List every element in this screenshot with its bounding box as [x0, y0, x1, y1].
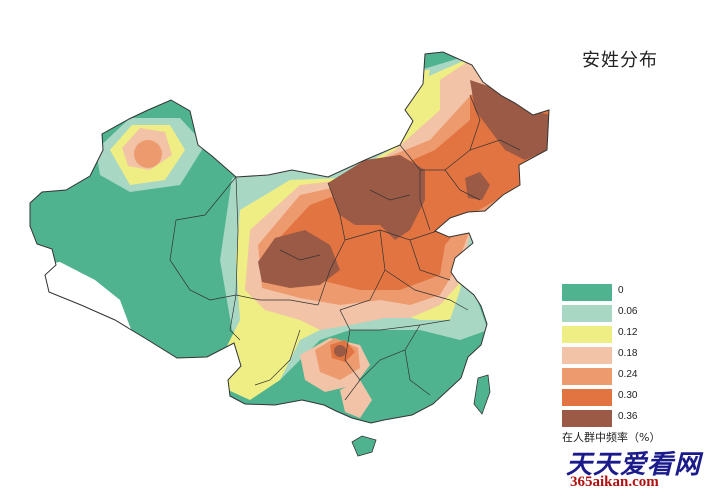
legend-swatch — [562, 326, 612, 343]
legend-swatch — [562, 410, 612, 427]
legend-label: 0.24 — [618, 369, 638, 380]
legend-label: 0.06 — [618, 306, 638, 317]
legend-swatch — [562, 284, 612, 301]
zone-036-liaoning — [465, 172, 490, 200]
legend-label: 0.12 — [618, 327, 638, 338]
zone-036-north — [328, 155, 425, 240]
legend-swatch — [562, 305, 612, 322]
legend-swatch — [562, 368, 612, 385]
zone-036-south — [334, 345, 346, 357]
legend-swatch — [562, 347, 612, 364]
zone-018-coast — [340, 380, 372, 418]
legend-caption: 在人群中频率（%） — [562, 431, 661, 444]
legend-swatch — [562, 389, 612, 406]
island-hainan — [351, 435, 377, 457]
watermark-logo-text: 天天爱看网 — [566, 450, 702, 480]
zone-north-xinjiang-024 — [134, 140, 162, 168]
zone-036-northeast — [470, 80, 549, 160]
legend-label: 0.36 — [618, 411, 638, 422]
legend-label: 0 — [618, 285, 624, 296]
legend-label: 0.30 — [618, 390, 638, 401]
watermark-url: 365aikan.com — [570, 474, 659, 490]
legend-label: 0.18 — [618, 348, 638, 359]
zone-036-west — [258, 230, 340, 288]
province-boundaries — [169, 94, 521, 401]
island-taiwan — [473, 374, 491, 415]
map-title: 安姓分布 — [582, 50, 658, 71]
